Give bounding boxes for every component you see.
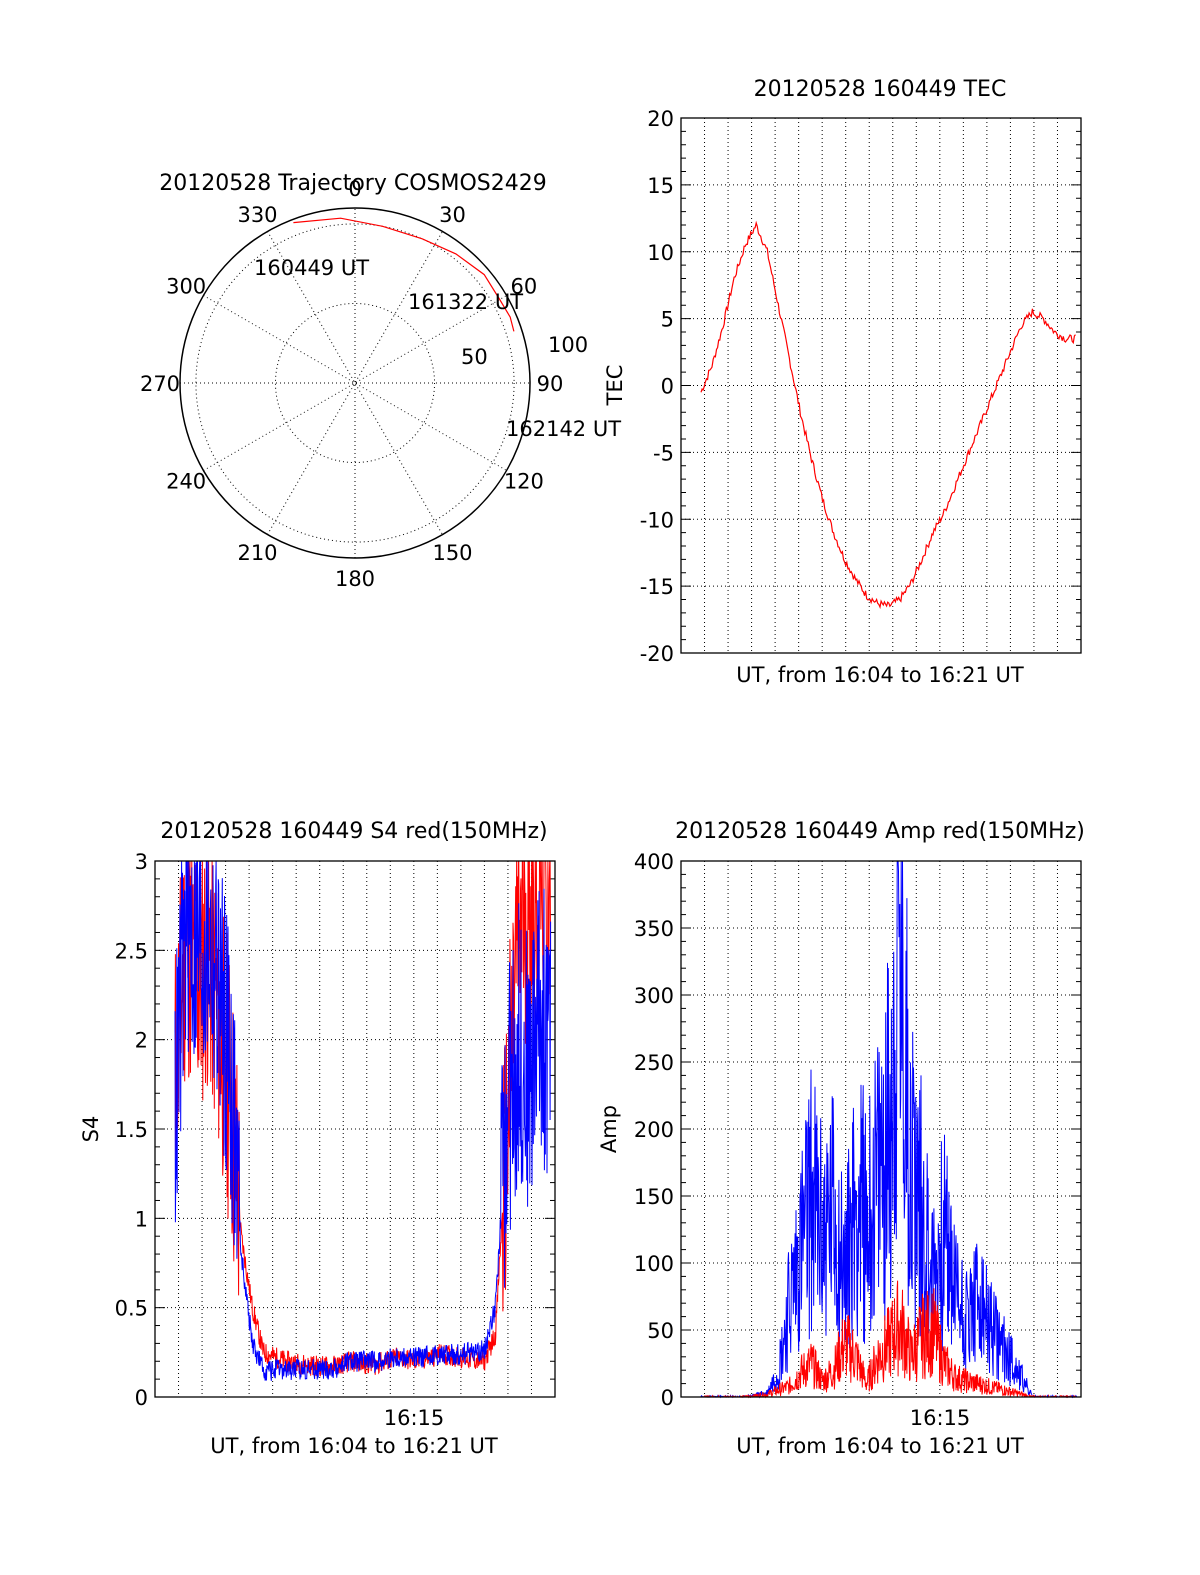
amp-y-label: Amp (597, 1105, 621, 1153)
s4-y-label: S4 (79, 1116, 103, 1143)
polar-angle-label-0: 0 (348, 177, 361, 201)
amp-frame (680, 860, 1082, 1398)
tec-y-tick-label-4: 0 (661, 375, 674, 399)
s4-y-tick-label-0: 3 (135, 850, 148, 874)
amp-y-tick-label-0: 400 (634, 850, 674, 874)
polar-angle-label-60: 60 (511, 275, 538, 299)
polar-angle-label-240: 240 (166, 470, 206, 494)
track-label-start: 160449 UT (254, 256, 369, 280)
amp-y-tick-label-2: 300 (634, 984, 674, 1008)
polar-angle-label-210: 210 (237, 541, 277, 565)
s4-y-tick-label-6: 0 (135, 1386, 148, 1410)
tec-y-label: TEC (603, 365, 627, 407)
s4-title: 20120528 160449 S4 red(150MHz) (160, 819, 547, 844)
amp-title: 20120528 160449 Amp red(150MHz) (675, 819, 1085, 844)
polar-angle-label-180: 180 (335, 567, 375, 591)
polar-title: 20120528 Trajectory COSMOS2429 (159, 171, 546, 196)
polar-angle-labels: 0 30 60 90 120 150 180 210 240 270 300 330 (140, 177, 563, 591)
polar-angle-label-30: 30 (439, 203, 466, 227)
polar-angle-label-330: 330 (237, 203, 277, 227)
tec-y-tick-label-8: -20 (640, 642, 674, 666)
amp-y-ticks: 400 350 300 250 200 150 100 50 0 (634, 850, 674, 1410)
polar-radial-label-100: 100 (548, 333, 588, 357)
s4-y-tick-label-1: 2.5 (115, 939, 148, 963)
amp-series-blue (700, 860, 1078, 1399)
polar-angle-label-270: 270 (140, 372, 180, 396)
polar-outer-circle (179, 207, 531, 559)
tec-y-tick-label-1: 15 (647, 174, 674, 198)
trajectory-line (293, 217, 515, 332)
polar-angle-label-150: 150 (432, 541, 472, 565)
s4-x-tick-label: 16:15 (384, 1406, 445, 1430)
s4-series-blue (174, 860, 552, 1381)
tec-y-tick-label-7: -15 (640, 575, 674, 599)
polar-angle-label-90: 90 (537, 372, 564, 396)
tec-y-tick-label-5: -5 (653, 441, 674, 465)
s4-y-tick-label-4: 1 (135, 1207, 148, 1231)
amp-x-label: UT, from 16:04 to 16:21 UT (736, 1434, 1024, 1458)
tec-y-tick-label-2: 10 (647, 241, 674, 265)
amp-y-tick-label-8: 0 (661, 1386, 674, 1410)
s4-y-tick-label-5: 0.5 (115, 1297, 148, 1321)
tec-y-ticks: 20 15 10 5 0 -5 -10 -15 -20 (640, 107, 674, 666)
s4-x-label: UT, from 16:04 to 16:21 UT (210, 1434, 498, 1458)
tec-title: 20120528 160449 TEC (754, 77, 1007, 102)
polar-angle-label-300: 300 (166, 275, 206, 299)
amp-y-tick-label-6: 100 (634, 1252, 674, 1276)
amp-x-tick-label: 16:15 (910, 1406, 971, 1430)
tec-y-tick-label-6: -10 (640, 508, 674, 532)
tec-chart: 20120528 160449 TEC 20151050-5-10-15-20 … (603, 77, 1082, 687)
amp-chart: 20120528 160449 Amp red(150MHz) 400 350 30… (597, 819, 1085, 1458)
polar-grid (180, 208, 530, 558)
tec-grid (681, 117, 1081, 654)
s4-frame (154, 860, 556, 1398)
track-label-mid: 161322 UT (408, 290, 523, 314)
s4-chart: 20120528 160449 S4 red(150MHz) 3 2.5 2 1.5 1… (79, 819, 556, 1458)
amp-y-tick-label-3: 250 (634, 1051, 674, 1075)
tec-x-label: UT, from 16:04 to 16:21 UT (736, 663, 1024, 687)
tec-series-line (700, 220, 1076, 610)
polar-ring-1 (195, 223, 515, 543)
amp-y-tick-label-4: 200 (634, 1118, 674, 1142)
tec-y-tick-label-0: 20 (647, 107, 674, 131)
polar-angle-label-120: 120 (504, 470, 544, 494)
tec-y-tick-label-3: 5 (661, 308, 674, 332)
polar-chart: 20120528 Trajectory COSMOS2429 0 30 60 90 12… (140, 171, 621, 591)
polar-radial-label-50: 50 (461, 345, 488, 369)
s4-series (174, 860, 552, 1381)
polar-ring-0 (274, 302, 436, 464)
s4-y-tick-label-2: 2 (135, 1029, 148, 1053)
amp-y-tick-label-7: 50 (647, 1319, 674, 1343)
tec-frame (680, 117, 1082, 654)
amp-y-tick-label-5: 150 (634, 1185, 674, 1209)
s4-y-tick-label-3: 1.5 (115, 1118, 148, 1142)
s4-y-ticks: 3 2.5 2 1.5 1 0.5 0 (115, 850, 148, 1410)
track-label-end: 162142 UT (506, 417, 621, 441)
amp-y-tick-label-1: 350 (634, 917, 674, 941)
